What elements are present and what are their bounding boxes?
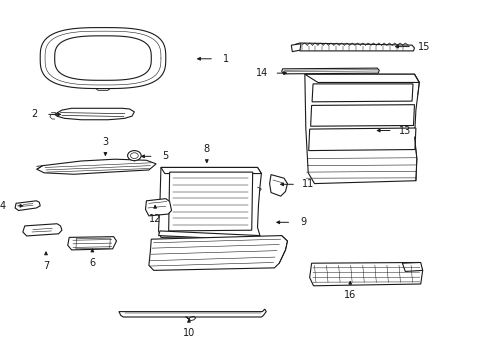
- Polygon shape: [161, 167, 261, 174]
- Polygon shape: [40, 28, 166, 89]
- Polygon shape: [55, 108, 134, 120]
- Text: 7: 7: [43, 261, 49, 271]
- Text: 3: 3: [102, 137, 108, 147]
- Polygon shape: [37, 159, 156, 174]
- Text: 5: 5: [163, 151, 169, 161]
- Text: 13: 13: [399, 126, 411, 135]
- Circle shape: [127, 150, 141, 161]
- Polygon shape: [270, 175, 288, 196]
- Text: 11: 11: [302, 179, 315, 189]
- Polygon shape: [55, 36, 151, 80]
- Polygon shape: [169, 172, 253, 231]
- Text: 14: 14: [256, 68, 269, 78]
- Polygon shape: [295, 43, 415, 51]
- Polygon shape: [23, 224, 62, 236]
- Text: 4: 4: [0, 201, 6, 211]
- Text: 15: 15: [418, 42, 430, 51]
- Text: 2: 2: [31, 109, 37, 120]
- Text: 12: 12: [149, 214, 161, 224]
- Text: 8: 8: [204, 144, 210, 154]
- Text: 1: 1: [223, 54, 229, 64]
- Polygon shape: [282, 68, 379, 74]
- Polygon shape: [311, 105, 415, 126]
- Polygon shape: [68, 237, 117, 250]
- Polygon shape: [159, 231, 260, 240]
- Text: 10: 10: [183, 328, 195, 338]
- Polygon shape: [159, 167, 261, 237]
- Circle shape: [130, 153, 138, 158]
- Polygon shape: [312, 84, 413, 102]
- Polygon shape: [119, 309, 266, 317]
- Polygon shape: [305, 74, 419, 184]
- Polygon shape: [402, 262, 423, 271]
- Text: 9: 9: [300, 217, 306, 227]
- Text: 6: 6: [89, 258, 96, 268]
- Polygon shape: [309, 128, 416, 150]
- Polygon shape: [149, 235, 288, 270]
- Polygon shape: [146, 199, 172, 216]
- Text: 16: 16: [344, 290, 356, 300]
- Polygon shape: [292, 44, 301, 51]
- Polygon shape: [310, 262, 423, 286]
- Polygon shape: [15, 201, 40, 211]
- Polygon shape: [305, 74, 419, 82]
